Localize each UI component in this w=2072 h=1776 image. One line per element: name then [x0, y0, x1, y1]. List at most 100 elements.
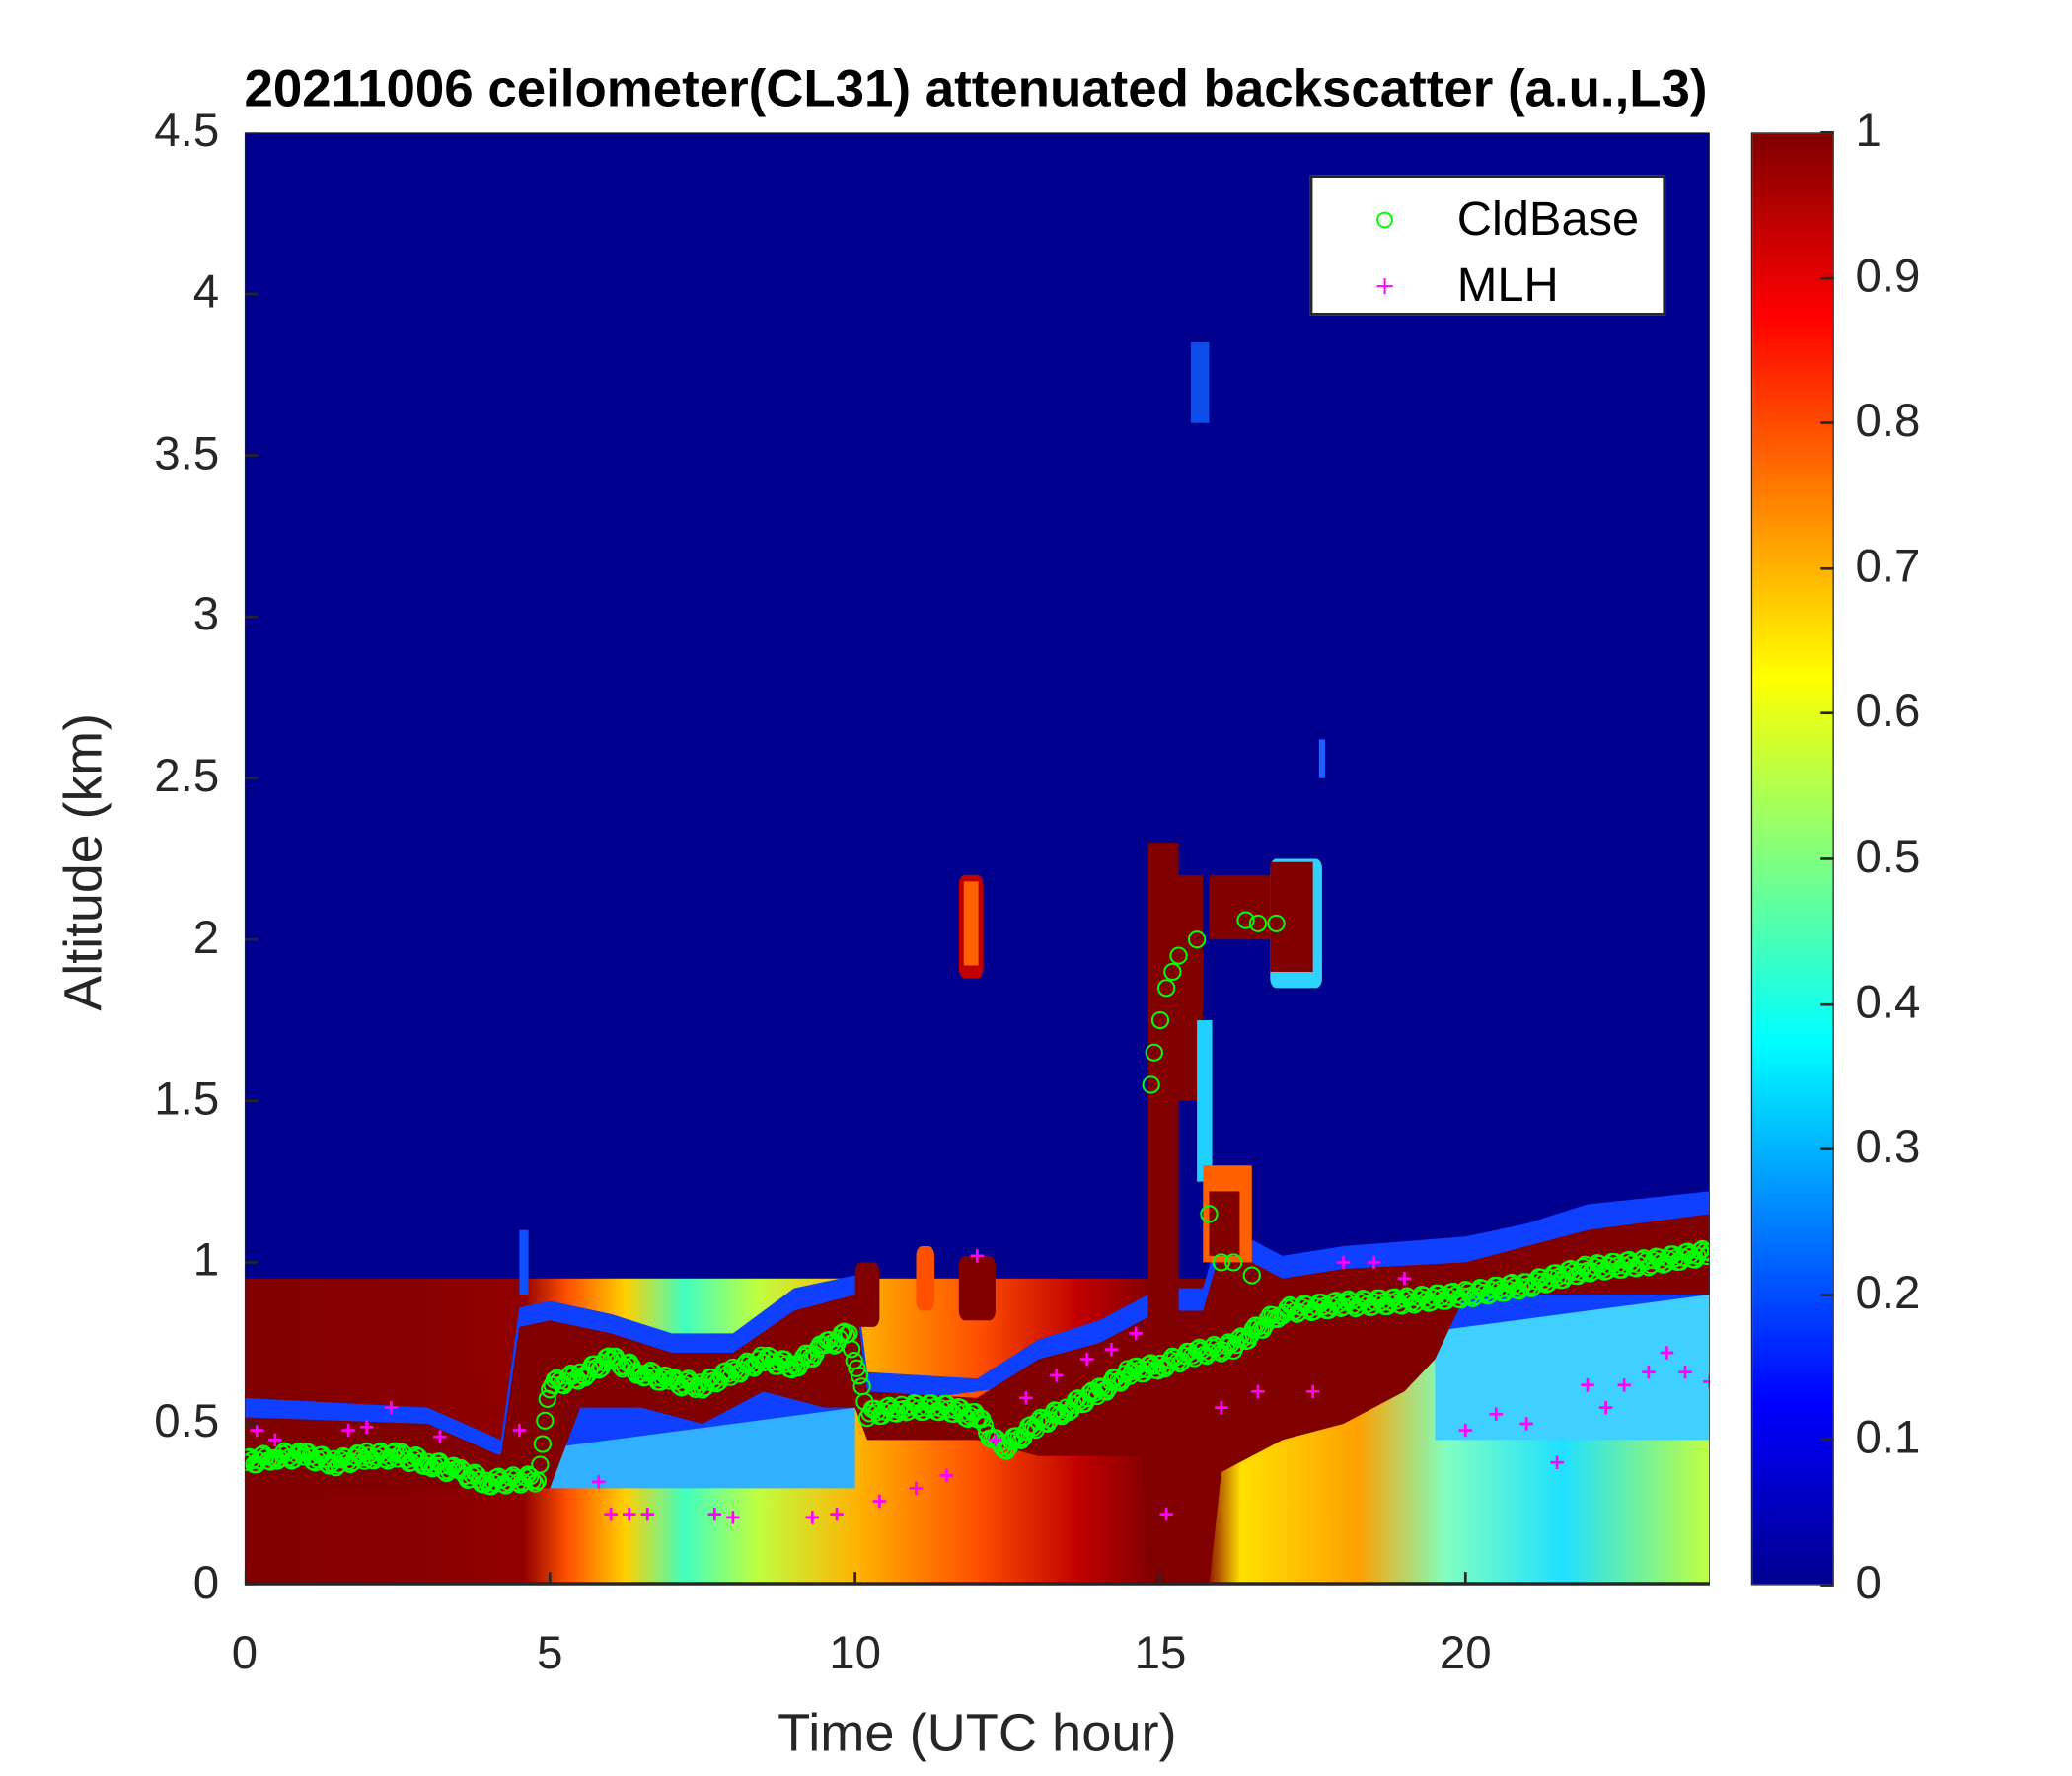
cldbase-marker	[1212, 1253, 1230, 1272]
tick-marks	[244, 132, 1710, 1586]
cldbase-marker	[850, 1367, 869, 1385]
mlh-marker	[250, 1423, 264, 1438]
cldbase-marker	[1033, 1410, 1053, 1429]
cloud-11-7h	[958, 1255, 996, 1321]
cldbase-marker	[355, 1451, 374, 1470]
y-tick-label: 2	[192, 912, 220, 964]
mlh-marker	[1642, 1365, 1656, 1379]
mlh-marker	[1336, 1255, 1351, 1270]
mlh-marker	[1251, 1384, 1265, 1399]
cloud-16h-upper	[1209, 874, 1271, 940]
cldbase-marker	[1187, 930, 1207, 949]
colorbar-tick-label: 0.5	[1855, 831, 1921, 883]
legend-item-cldbase: CldBase	[1312, 190, 1663, 249]
cldbase-marker	[997, 1442, 1016, 1460]
mlh-marker	[268, 1433, 282, 1447]
colorbar-tick-mark	[1820, 1584, 1834, 1587]
colorbar-tick-label: 0.1	[1855, 1412, 1921, 1464]
mlh-marker	[909, 1481, 924, 1496]
colorbar-tick-label: 1	[1855, 105, 1882, 157]
colorbar-tick-mark	[1820, 276, 1834, 279]
colorbar-tick-mark	[1820, 1293, 1834, 1296]
x-tick-label: 0	[231, 1627, 259, 1679]
faint-2-6km	[1318, 739, 1326, 778]
legend-item-mlh: MLH	[1312, 258, 1663, 316]
cldbase-marker	[749, 1350, 769, 1369]
cldbase-marker	[1111, 1373, 1130, 1392]
mlh-marker	[433, 1430, 447, 1443]
chart-title: 20211006 ceilometer(CL31) attenuated bac…	[244, 60, 1708, 118]
cldbase-marker	[536, 1411, 555, 1430]
cldbase-marker	[1600, 1257, 1619, 1276]
mlh-marker	[1159, 1507, 1173, 1521]
x-tick-label: 10	[829, 1627, 881, 1679]
colorbar-tick-mark	[1820, 1439, 1834, 1442]
cldbase-marker	[1242, 1266, 1261, 1285]
cldbase-marker	[1011, 1431, 1031, 1449]
mlh-marker	[726, 1511, 740, 1524]
cloud-16h-mid-core	[1209, 1191, 1240, 1256]
mlh-marker	[1598, 1400, 1613, 1415]
y-tick-label: 0	[192, 1557, 220, 1609]
y-axis-label: Altitude (km)	[53, 713, 113, 1011]
mlh-marker	[604, 1507, 618, 1521]
cldbase-marker	[439, 1461, 459, 1480]
mlh-marker	[1550, 1455, 1564, 1469]
mlh-marker	[1079, 1352, 1094, 1367]
mlh-marker	[341, 1423, 355, 1438]
mlh-marker	[939, 1468, 954, 1483]
mlh-marker	[1519, 1417, 1533, 1431]
cldbase-marker	[397, 1450, 416, 1469]
plot-area	[244, 132, 1710, 1586]
cldbase-marker	[1150, 1010, 1170, 1030]
faint-layer-3-7km	[1190, 341, 1210, 423]
cloud-12h-core	[963, 881, 979, 966]
x-tick-label: 5	[537, 1627, 563, 1679]
cldbase-marker	[1200, 1205, 1219, 1223]
colorbar-tick-label: 0.9	[1855, 250, 1921, 302]
cldbase-marker	[1142, 1075, 1160, 1094]
cldbase-marker	[848, 1359, 866, 1377]
colorbar-tick-label: 0.3	[1855, 1121, 1921, 1174]
y-tick-label: 0.5	[154, 1395, 220, 1448]
colorbar-tick-label: 0.2	[1855, 1266, 1921, 1319]
colorbar-tick-label: 0.8	[1855, 395, 1921, 447]
mlh-marker	[1129, 1326, 1143, 1341]
colorbar-tick-mark	[1820, 130, 1834, 134]
cldbase-marker	[1424, 1288, 1443, 1307]
colorbar-tick-label: 0.7	[1855, 540, 1921, 593]
cldbase-marker	[798, 1345, 818, 1364]
mlh-marker	[622, 1507, 636, 1521]
mlh-marker	[1489, 1407, 1504, 1421]
mlh-marker	[1581, 1378, 1594, 1392]
x-tick-label: 20	[1439, 1627, 1492, 1679]
mlh-marker	[1458, 1423, 1473, 1438]
cldbase-marker	[1224, 1253, 1243, 1272]
mlh-marker	[707, 1507, 722, 1521]
cldbase-marker	[1097, 1382, 1116, 1401]
cldbase-marker	[1236, 911, 1255, 929]
colorbar-tick-label: 0	[1855, 1557, 1882, 1609]
cldbase-marker	[1157, 979, 1176, 998]
mlh-marker	[970, 1249, 985, 1263]
y-tick-label: 2.5	[154, 750, 220, 802]
cldbase-marker	[1446, 1286, 1465, 1304]
circle-marker-icon	[1376, 211, 1394, 229]
mlh-marker	[989, 1433, 1002, 1447]
cldbase-marker	[526, 1474, 545, 1493]
cldbase-marker	[531, 1455, 550, 1474]
mlh-marker	[1050, 1369, 1064, 1382]
legend: CldBase MLH	[1309, 175, 1666, 316]
y-tick-label: 4	[192, 265, 220, 319]
mlh-marker	[1367, 1255, 1381, 1270]
colorbar-tick-mark	[1820, 566, 1834, 570]
y-tick-label: 1.5	[154, 1073, 220, 1125]
cloud-10h	[854, 1262, 880, 1327]
cldbase-marker	[1145, 1043, 1163, 1062]
cldbase-marker	[1148, 1362, 1167, 1380]
cldbase-marker	[523, 1471, 543, 1490]
cldbase-marker	[325, 1449, 343, 1468]
mlh-marker	[591, 1475, 606, 1489]
mlh-marker	[1305, 1384, 1320, 1399]
